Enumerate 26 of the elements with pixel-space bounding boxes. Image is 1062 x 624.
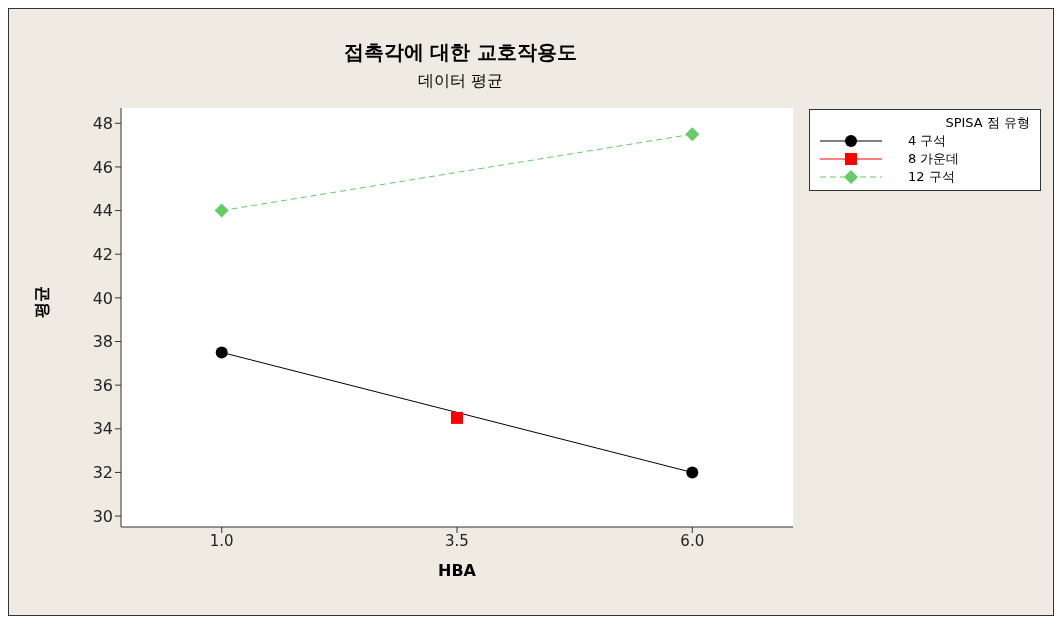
y-axis-title: 평균 (31, 285, 51, 318)
y-tick-label: 32 (92, 463, 113, 483)
legend-label: 12 구석 (908, 168, 955, 186)
legend-label: 8 가운데 (908, 150, 960, 168)
x-tick-label: 1.0 (209, 531, 234, 550)
y-tick-label: 38 (92, 332, 113, 352)
y-tick-label: 44 (92, 201, 113, 221)
point (214, 203, 229, 218)
y-tick-label: 42 (92, 244, 113, 264)
x-tick-label: 3.5 (445, 531, 469, 550)
point (451, 411, 463, 424)
chart-subtitle: 데이터 평균 (416, 71, 505, 92)
x-axis-title: HBA (438, 561, 477, 581)
point (686, 466, 699, 479)
y-tick-label: 46 (92, 157, 113, 177)
y-tick-label: 30 (92, 506, 113, 526)
legend-title: SPISA 점 유형 (944, 114, 1031, 132)
y-tick-label: 36 (92, 375, 113, 395)
point (215, 346, 228, 359)
point (685, 127, 700, 142)
y-tick-label: 34 (92, 419, 113, 439)
x-tick-label: 6.0 (680, 531, 705, 550)
y-tick-label: 48 (92, 113, 113, 133)
legend-label: 4 구석 (908, 132, 947, 150)
y-tick-label: 40 (92, 288, 113, 308)
chart-title: 접촉각에 대한 교호작용도 (342, 39, 579, 66)
